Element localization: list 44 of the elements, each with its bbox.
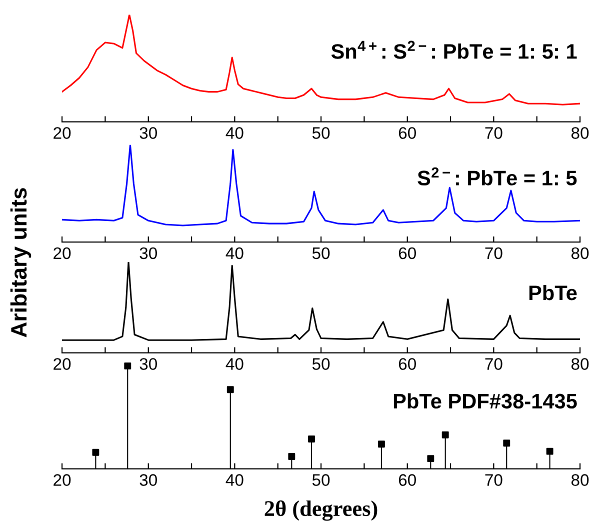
point [546,448,554,455]
x-tick-label: 70 [485,474,502,486]
x-tick-label: 30 [140,127,157,139]
x-tick-label: 30 [140,358,157,370]
x-axis-title: 2θ (degrees) [264,500,378,521]
point [124,362,132,370]
x-tick-label: 70 [485,358,502,370]
x-tick-label: 20 [54,247,71,260]
series-label: PbTe PDF#38-1435 [394,393,577,409]
x-tick-label: 70 [485,127,502,139]
x-tick-label: 60 [398,358,416,370]
x-tick-label: 80 [571,247,589,260]
x-tick-label: 20 [54,474,71,486]
x-tick-label: 40 [226,127,244,139]
x-tick-label: 70 [485,247,502,260]
point [226,386,234,394]
point [503,440,510,447]
x-tick-label: 60 [398,247,416,260]
point [427,455,434,462]
point [378,440,385,448]
x-tick-label: 20 [54,358,71,370]
x-tick-label: 40 [226,358,244,370]
x-tick-label: 30 [140,474,157,486]
x-tick-label: 20 [54,127,71,139]
point [92,448,100,456]
x-tick-label: 30 [140,247,157,260]
series-label: S$^{2−}$: PbTe = 1: 5 [418,167,577,186]
x-tick-label: 50 [312,358,330,370]
series-label: PbTe [529,284,577,300]
x-tick-label: 60 [398,127,416,139]
x-tick-label: 40 [226,247,244,260]
y-axis-title: Aribitary units [10,188,32,338]
x-tick-label: 80 [571,127,589,139]
x-tick-label: 80 [571,474,589,486]
x-tick-label: 50 [312,474,330,486]
series-label: Sn$^{4+}$: S$^{2−}$: PbTe = 1: 5: 1 [331,40,577,59]
x-tick-label: 80 [571,358,589,370]
x-tick-label: 60 [398,474,416,486]
x-tick-label: 50 [312,247,330,260]
point [442,431,449,438]
point [288,453,296,460]
point [308,436,315,442]
x-tick-label: 50 [312,127,330,139]
x-tick-label: 40 [226,474,244,486]
